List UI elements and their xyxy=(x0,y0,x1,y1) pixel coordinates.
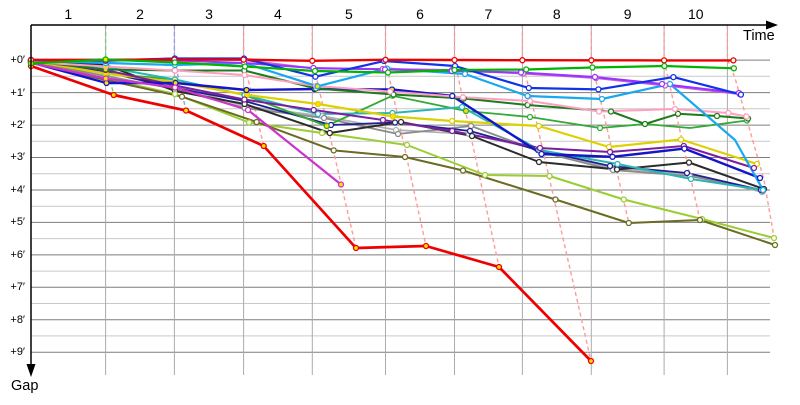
svg-text:Time: Time xyxy=(743,28,775,44)
svg-text:10: 10 xyxy=(688,6,704,22)
svg-text:+9′: +9′ xyxy=(10,346,25,358)
svg-text:4: 4 xyxy=(274,6,282,22)
svg-text:6: 6 xyxy=(416,6,424,22)
svg-text:+4′: +4′ xyxy=(10,184,25,196)
svg-text:+7′: +7′ xyxy=(10,281,25,293)
svg-text:7: 7 xyxy=(485,6,493,22)
svg-text:+3′: +3′ xyxy=(10,151,25,163)
svg-text:+0′: +0′ xyxy=(10,54,25,66)
svg-text:+8′: +8′ xyxy=(10,314,25,326)
svg-text:9: 9 xyxy=(624,6,632,22)
svg-text:+6′: +6′ xyxy=(10,249,25,261)
svg-text:+2′: +2′ xyxy=(10,119,25,131)
svg-text:Gap: Gap xyxy=(11,378,38,394)
svg-text:1: 1 xyxy=(64,6,72,22)
svg-text:2: 2 xyxy=(136,6,144,22)
svg-text:+5′: +5′ xyxy=(10,216,25,228)
svg-text:+1′: +1′ xyxy=(10,87,25,99)
svg-text:3: 3 xyxy=(205,6,213,22)
svg-text:8: 8 xyxy=(553,6,561,22)
svg-text:5: 5 xyxy=(345,6,353,22)
